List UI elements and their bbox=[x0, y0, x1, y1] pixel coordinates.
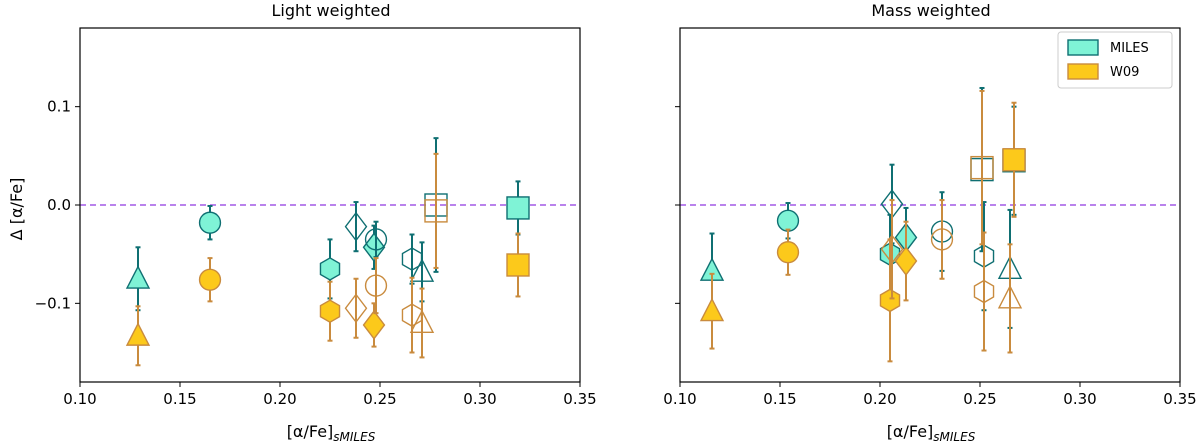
legend-swatch-w09 bbox=[1067, 63, 1099, 80]
data-point-w09 bbox=[344, 277, 368, 339]
marker-circle-w09 bbox=[364, 274, 388, 297]
x-tick-label: 0.30 bbox=[1063, 390, 1096, 408]
data-point-w09 bbox=[997, 243, 1023, 354]
data-point-miles bbox=[344, 201, 368, 253]
marker-triangle-w09 bbox=[125, 322, 151, 346]
x-tick-label: 0.30 bbox=[463, 390, 496, 408]
data-point-w09 bbox=[699, 272, 725, 350]
marker-diamond-miles bbox=[344, 211, 368, 242]
marker-square-w09 bbox=[424, 199, 448, 223]
plot-area: 0.10 0.15 0.20 0.25 0.30 0.35 0.1 0.0 −0.1 bbox=[35, 27, 597, 408]
y-tick-label: −0.1 bbox=[35, 294, 71, 312]
data-point-miles bbox=[401, 233, 423, 285]
y-tick-label: 0.1 bbox=[47, 98, 71, 116]
data-point-w09 bbox=[319, 280, 341, 342]
data-point-w09 bbox=[930, 199, 954, 280]
marker-diamond-w09 bbox=[362, 310, 386, 340]
x-tick-label: 0.25 bbox=[963, 390, 996, 408]
marker-circle-miles bbox=[198, 211, 222, 234]
x-tick-label: 0.10 bbox=[663, 390, 696, 408]
data-point-w09 bbox=[973, 231, 995, 352]
legend-label-w09: W09 bbox=[1110, 65, 1139, 80]
data-point-w09 bbox=[424, 152, 448, 269]
data-point-w09 bbox=[362, 302, 386, 348]
legend-label-miles: MILES bbox=[1110, 41, 1149, 56]
data-point-w09 bbox=[894, 220, 918, 302]
marker-circle-w09 bbox=[198, 268, 222, 291]
marker-triangle-w09 bbox=[409, 309, 435, 334]
data-point-w09 bbox=[364, 257, 388, 315]
x-axis-label-sub: sMILES bbox=[933, 430, 975, 442]
data-point-w09 bbox=[880, 199, 904, 300]
plot-area: 0.10 0.15 0.20 0.25 0.30 0.35 bbox=[663, 27, 1197, 408]
x-tick-label: 0.25 bbox=[363, 390, 396, 408]
marker-square-miles bbox=[506, 196, 530, 220]
marker-hexagon-w09 bbox=[973, 279, 995, 304]
x-tick-label: 0.20 bbox=[263, 390, 296, 408]
data-point-miles bbox=[506, 180, 530, 236]
data-point-w09 bbox=[776, 228, 800, 276]
marker-hexagon-w09 bbox=[319, 299, 341, 324]
marker-diamond-w09 bbox=[894, 246, 918, 276]
data-point-w09 bbox=[125, 305, 151, 367]
marker-hexagon-miles bbox=[319, 257, 341, 281]
x-axis-label-main: [α/Fe] bbox=[287, 422, 334, 441]
legend-swatch-miles bbox=[1067, 39, 1099, 56]
data-point-w09 bbox=[506, 232, 530, 298]
panel-mass-weighted: Mass weighted [α/Fe]sMILES 0.10 0.15 0.20 0… bbox=[663, 1, 1196, 442]
data-point-miles bbox=[198, 204, 222, 241]
marker-diamond-w09 bbox=[880, 234, 904, 265]
panel-light-weighted: Light weighted Δ [α/Fe] [α/Fe]sMILES 0.1… bbox=[7, 1, 597, 442]
data-point-w09 bbox=[409, 287, 435, 359]
data-point-miles bbox=[125, 246, 151, 312]
data-point-w09 bbox=[198, 257, 222, 303]
marker-square-w09 bbox=[970, 155, 994, 180]
marker-diamond-miles bbox=[362, 232, 386, 263]
marker-diamond-w09 bbox=[344, 293, 368, 324]
data-point-w09 bbox=[1002, 101, 1026, 218]
data-point-w09 bbox=[970, 89, 994, 246]
y-tick-label: 0.0 bbox=[47, 196, 71, 214]
x-tick-label: 0.15 bbox=[163, 390, 196, 408]
x-axis-label-sub: sMILES bbox=[333, 430, 375, 442]
marker-square-w09 bbox=[506, 253, 530, 277]
x-tick-label: 0.15 bbox=[763, 390, 796, 408]
data-point-miles bbox=[362, 224, 386, 270]
marker-triangle-w09 bbox=[699, 297, 725, 322]
marker-triangle-w09 bbox=[997, 284, 1023, 309]
x-tick-label: 0.20 bbox=[863, 390, 896, 408]
marker-triangle-miles bbox=[409, 258, 435, 282]
marker-hexagon-w09 bbox=[879, 288, 901, 313]
marker-circle-w09 bbox=[930, 228, 954, 251]
panel-title: Mass weighted bbox=[871, 1, 990, 20]
x-axis-label: [α/Fe]sMILES bbox=[887, 422, 976, 442]
marker-triangle-miles bbox=[125, 265, 151, 289]
x-axis-label: [α/Fe]sMILES bbox=[287, 422, 376, 442]
legend: MILES W09 bbox=[1057, 31, 1173, 89]
x-tick-label: 0.10 bbox=[63, 390, 96, 408]
marker-circle-w09 bbox=[776, 241, 800, 264]
y-axis-label: Δ [α/Fe] bbox=[7, 178, 26, 241]
x-tick-label: 0.35 bbox=[563, 390, 596, 408]
marker-square-w09 bbox=[1002, 148, 1026, 172]
marker-circle-miles bbox=[776, 209, 800, 232]
data-point-w09 bbox=[401, 276, 423, 354]
marker-circle-miles bbox=[364, 228, 388, 251]
panel-title: Light weighted bbox=[272, 1, 391, 20]
data-point-miles bbox=[319, 238, 341, 300]
x-tick-label: 0.35 bbox=[1163, 390, 1196, 408]
x-axis-label-main: [α/Fe] bbox=[887, 422, 934, 441]
